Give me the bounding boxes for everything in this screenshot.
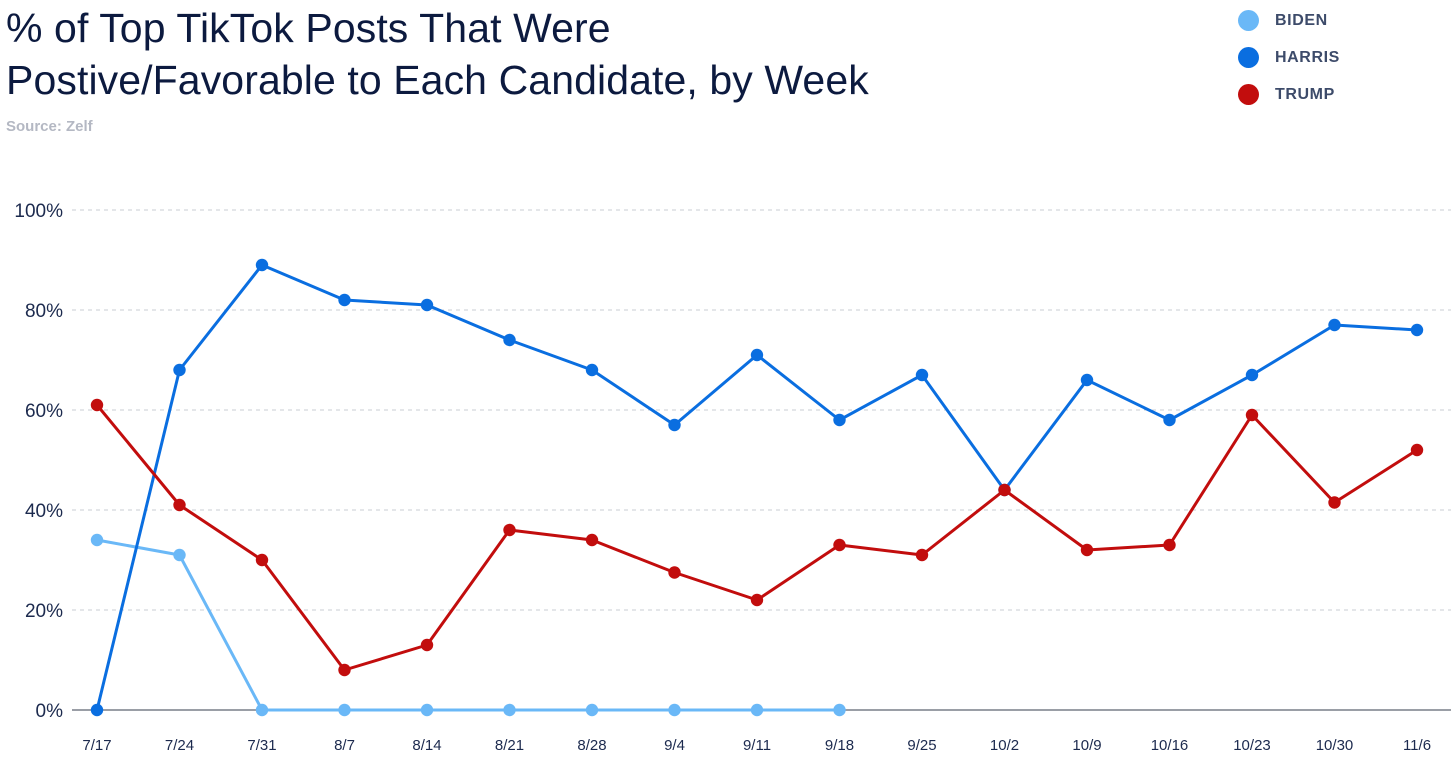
data-point-harris xyxy=(503,333,516,347)
series-trump xyxy=(90,398,1424,677)
data-point-trump xyxy=(1080,543,1094,557)
x-tick-label: 10/9 xyxy=(1072,737,1101,754)
data-point-trump xyxy=(503,523,516,537)
x-tick-label: 10/30 xyxy=(1316,737,1354,754)
data-point-biden xyxy=(503,703,516,717)
data-point-harris xyxy=(585,363,599,377)
x-tick-label: 10/2 xyxy=(990,737,1019,754)
x-tick-label: 9/25 xyxy=(907,737,936,754)
data-point-biden xyxy=(668,703,681,717)
data-point-trump xyxy=(255,553,269,567)
legend-swatch-trump xyxy=(1238,84,1259,105)
chart-title-line-2: Postive/Favorable to Each Candidate, by … xyxy=(6,57,869,103)
data-point-trump xyxy=(750,593,764,607)
data-point-harris xyxy=(338,293,351,307)
data-point-biden xyxy=(420,703,434,717)
legend: BIDEN HARRIS TRUMP xyxy=(1238,2,1340,113)
data-point-biden xyxy=(833,703,846,717)
data-point-trump xyxy=(915,548,929,562)
x-tick-label: 8/28 xyxy=(577,737,606,754)
y-tick-label: 80% xyxy=(25,301,63,322)
data-point-harris xyxy=(173,363,186,377)
x-tick-label: 10/23 xyxy=(1233,737,1271,754)
chart-title-line-1: % of Top TikTok Posts That Were xyxy=(6,5,611,51)
data-point-biden xyxy=(338,703,351,717)
data-point-harris xyxy=(1328,318,1341,332)
data-point-harris xyxy=(420,298,434,312)
data-point-trump xyxy=(1410,443,1424,457)
y-tick-label: 0% xyxy=(36,701,64,722)
x-tick-label: 9/4 xyxy=(664,737,685,754)
y-tick-label: 100% xyxy=(14,201,63,222)
x-tick-label: 7/17 xyxy=(82,737,111,754)
data-point-harris xyxy=(668,418,681,432)
legend-label-harris: HARRIS xyxy=(1275,48,1340,66)
x-tick-label: 9/11 xyxy=(743,737,771,754)
series-biden xyxy=(90,533,846,717)
y-tick-label: 20% xyxy=(25,601,63,622)
y-tick-label: 60% xyxy=(25,401,63,422)
chart-title: % of Top TikTok Posts That Were Postive/… xyxy=(6,2,869,106)
data-point-trump xyxy=(420,638,434,652)
x-tick-label: 8/14 xyxy=(412,737,441,754)
data-point-biden xyxy=(750,703,764,717)
legend-item-trump: TRUMP xyxy=(1238,76,1340,113)
data-point-harris xyxy=(750,348,764,362)
series-line-biden xyxy=(95,538,841,712)
data-point-trump xyxy=(1163,538,1176,552)
x-tick-label: 11/6 xyxy=(1403,737,1431,754)
data-point-trump xyxy=(90,398,104,412)
legend-item-harris: HARRIS xyxy=(1238,39,1340,76)
data-point-harris xyxy=(1163,413,1176,427)
data-point-biden xyxy=(173,548,186,562)
series-line-harris xyxy=(95,263,1419,712)
data-point-trump xyxy=(998,483,1011,497)
x-tick-label: 8/7 xyxy=(334,737,355,754)
series-lines xyxy=(90,258,1424,717)
data-point-trump xyxy=(1328,496,1341,509)
x-tick-label: 10/16 xyxy=(1151,737,1189,754)
legend-label-biden: BIDEN xyxy=(1275,11,1328,29)
data-point-harris xyxy=(833,413,846,427)
legend-label-trump: TRUMP xyxy=(1275,85,1335,103)
data-point-harris xyxy=(1245,368,1259,382)
x-tick-label: 7/24 xyxy=(165,737,194,754)
series-line-trump xyxy=(95,403,1419,672)
chart-source: Source: Zelf xyxy=(6,118,93,135)
gridlines xyxy=(72,209,1451,611)
axes: 0% 20% 40% 60% 80% 100% 7/17 7/24 7/31 8/7 8/14 8/2… xyxy=(14,201,1451,754)
legend-item-biden: BIDEN xyxy=(1238,2,1340,39)
data-point-harris xyxy=(255,258,269,272)
y-tick-label: 40% xyxy=(25,501,63,522)
data-point-biden xyxy=(585,703,599,717)
data-point-harris xyxy=(1410,323,1424,337)
data-point-trump xyxy=(585,533,599,547)
data-point-trump xyxy=(1245,408,1259,422)
data-point-harris xyxy=(1080,373,1094,387)
data-point-harris xyxy=(90,703,104,717)
data-point-trump xyxy=(833,538,846,552)
data-point-biden xyxy=(90,533,104,547)
data-point-trump xyxy=(338,663,351,677)
data-point-harris xyxy=(915,368,929,382)
x-tick-label: 8/21 xyxy=(495,737,524,754)
data-point-trump xyxy=(173,498,186,512)
series-harris xyxy=(90,258,1424,717)
x-tick-label: 7/31 xyxy=(247,737,276,754)
legend-swatch-biden xyxy=(1238,10,1259,31)
data-point-trump xyxy=(668,566,681,579)
x-tick-label: 9/18 xyxy=(825,737,854,754)
data-point-biden xyxy=(255,703,269,717)
legend-swatch-harris xyxy=(1238,47,1259,68)
